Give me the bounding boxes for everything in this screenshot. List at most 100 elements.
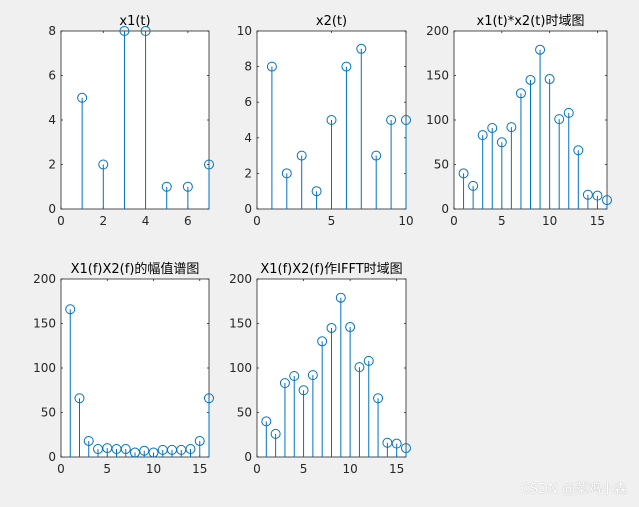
- y-tick-label: 0: [244, 450, 252, 464]
- stem-marker: [148, 447, 159, 458]
- stem-marker: [496, 137, 507, 148]
- stem-marker: [140, 26, 151, 36]
- stem-marker: [317, 336, 328, 347]
- x-tick-label: 5: [300, 462, 308, 476]
- y-tick-label: 0: [48, 202, 56, 216]
- y-tick-label: 4: [244, 131, 252, 145]
- x-tick-label: 10: [342, 462, 357, 476]
- y-tick-label: 100: [229, 361, 252, 375]
- stem-marker: [371, 150, 382, 161]
- y-tick-label: 2: [244, 166, 252, 180]
- watermark: CSDN @菜鸡小森: [520, 482, 627, 497]
- stem-marker: [401, 115, 411, 125]
- stem-marker: [592, 190, 603, 201]
- subplot-title-4: X1(f)X2(f)的幅值谱图: [71, 261, 200, 277]
- y-tick-label: 0: [441, 202, 449, 216]
- y-tick-label: 150: [426, 69, 449, 83]
- stem-marker: [487, 123, 498, 134]
- y-tick-label: 50: [237, 406, 252, 420]
- x-tick-label: 0: [57, 214, 65, 228]
- stem-marker: [373, 393, 384, 404]
- stem-marker: [279, 378, 290, 389]
- stem-marker: [261, 416, 272, 427]
- stem-marker: [77, 92, 88, 103]
- stem-marker: [363, 355, 374, 366]
- subplot-1: 0 2 4 6 0 2 4 6 8 x1(t): [48, 14, 214, 228]
- stem-marker: [468, 180, 479, 191]
- y-tick-label: 8: [244, 60, 252, 74]
- x-tick-label: 6: [184, 214, 192, 228]
- stem-marker: [544, 74, 555, 85]
- stem-marker: [270, 428, 281, 439]
- x-tick-label: 10: [542, 214, 557, 228]
- stem-marker: [356, 43, 367, 54]
- y-tick-label: 150: [229, 317, 252, 331]
- y-tick-label: 2: [48, 158, 56, 172]
- y-tick-label: 50: [434, 158, 449, 172]
- stem-marker: [554, 114, 565, 125]
- stem-marker: [296, 150, 307, 161]
- x-tick-label: 10: [398, 214, 413, 228]
- x-tick-label: 5: [328, 214, 336, 228]
- y-tick-label: 50: [41, 406, 56, 420]
- stem-marker: [204, 159, 214, 170]
- stem-marker: [120, 443, 131, 454]
- stem-marker: [335, 292, 346, 303]
- stem-marker: [506, 122, 517, 133]
- x-tick-label: 15: [192, 462, 207, 476]
- stem-marker: [289, 371, 300, 382]
- y-tick-label: 0: [244, 202, 252, 216]
- axes-box-4: [60, 278, 210, 458]
- stem-marker: [161, 181, 172, 192]
- stem-marker: [83, 435, 94, 446]
- stem-marker: [326, 322, 337, 333]
- x-tick-label: 0: [253, 462, 261, 476]
- y-tick-label: 6: [244, 95, 252, 109]
- stem-marker: [266, 61, 277, 72]
- stem-marker: [185, 443, 196, 454]
- y-tick-label: 100: [426, 113, 449, 127]
- stem-marker: [139, 445, 150, 456]
- axes-box-1: [60, 30, 210, 210]
- stem-marker: [65, 304, 76, 315]
- stem-marker: [602, 195, 612, 206]
- x-tick-label: 2: [99, 214, 107, 228]
- stem-marker: [401, 443, 411, 454]
- stem-marker: [298, 385, 309, 396]
- stem-marker: [515, 88, 526, 99]
- stem-marker: [326, 115, 337, 125]
- stem-marker: [98, 159, 109, 170]
- stem-marker: [74, 393, 85, 404]
- x-tick-label: 0: [450, 214, 458, 228]
- subplot-2: 0 5 10 0 2 4 6 8 10 x2(t): [237, 14, 414, 228]
- subplot-title-2: x2(t): [316, 14, 347, 29]
- stem-marker: [130, 447, 140, 458]
- y-tick-label: 200: [33, 272, 56, 286]
- stem-marker: [341, 61, 352, 72]
- y-tick-label: 200: [426, 24, 449, 38]
- stem-marker: [182, 181, 193, 192]
- stem-marker: [582, 189, 593, 200]
- x-tick-label: 0: [57, 462, 65, 476]
- stem-marker: [119, 26, 130, 36]
- y-tick-label: 100: [33, 361, 56, 375]
- stem-marker: [307, 370, 318, 381]
- subplot-title-1: x1(t): [119, 14, 150, 29]
- x-tick-label: 5: [103, 462, 111, 476]
- subplot-title-3: x1(t)*x2(t)时域图: [477, 14, 585, 29]
- x-tick-label: 10: [146, 462, 161, 476]
- y-tick-label: 6: [48, 69, 56, 83]
- stem-marker: [386, 115, 397, 125]
- x-tick-label: 4: [142, 214, 150, 228]
- y-tick-label: 200: [229, 272, 252, 286]
- stem-marker: [311, 186, 322, 197]
- y-tick-label: 0: [48, 450, 56, 464]
- y-tick-label: 4: [48, 113, 56, 127]
- x-tick-label: 5: [498, 214, 506, 228]
- stem-marker: [391, 438, 402, 449]
- stem-marker: [281, 168, 292, 179]
